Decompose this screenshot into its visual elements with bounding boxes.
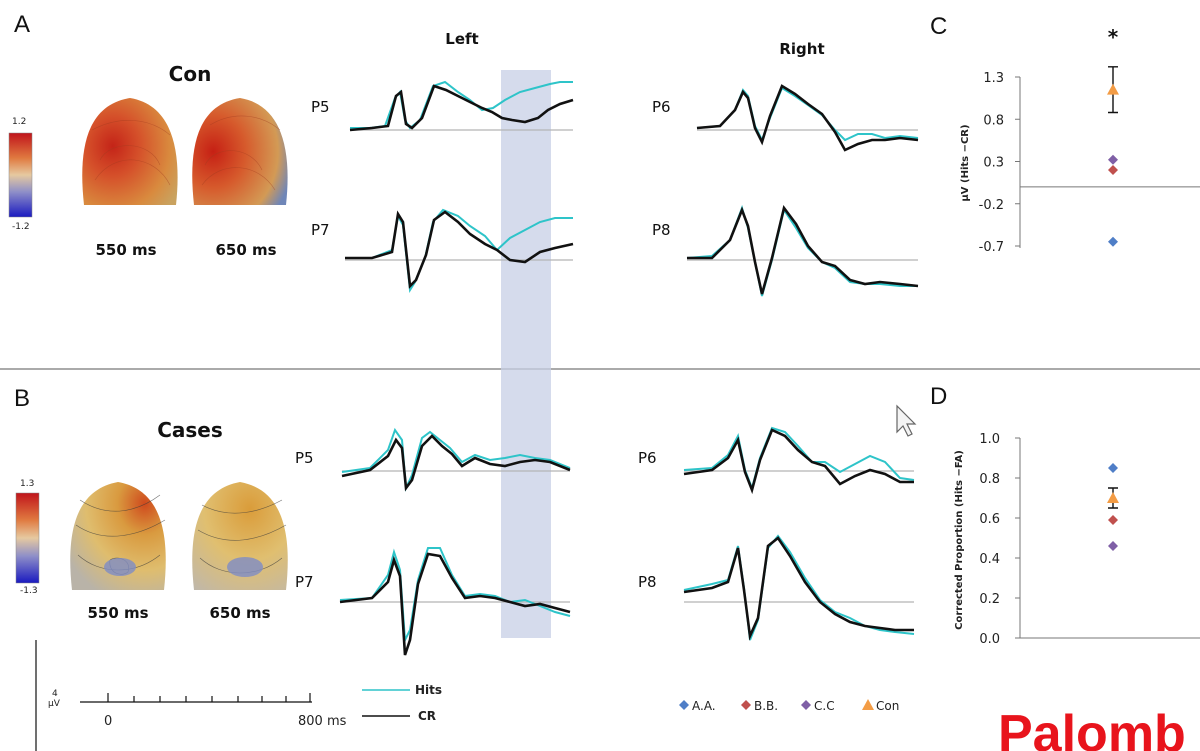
chart-c-ytick-label: 0.3 [983,156,1004,171]
cases-head-550ms-contours [75,494,166,575]
channel-label-cases-p5: P5 [295,449,314,467]
chart-d-ytick-label: 0.2 [979,592,1000,607]
erp-baselines [340,129,918,603]
chart-d-ytick-label: 0.6 [979,512,1000,527]
cases-time-650: 650 ms [209,604,270,622]
legend-cr-label: CR [418,709,436,723]
legend-marker-con [862,699,874,710]
cases-head-550ms-blue [104,558,136,576]
chart-d-ytick-label: 0.8 [979,472,1000,487]
legend-label-con: Con [876,699,899,713]
chart-c-point-bb [1108,164,1118,175]
marker-legend: A.A. B.B. C.C Con [679,699,899,713]
waveform-cr-cases-p5 [341,434,571,492]
cases-scale-min: -1.3 [20,586,38,596]
panel-letter-a: A [14,11,30,38]
chart-d: Corrected Proportion (Hits −FA) 1.0 0.8 0.… [954,432,1200,647]
erp-left-header: Left [445,30,478,48]
chart-d-ytick-label: 0.0 [979,632,1000,647]
chart-c-point-cc [1108,154,1118,165]
legend-label-cc: C.C [814,699,835,713]
waveform-cr-cases-p8 [683,536,914,641]
time-scale-bar [35,640,312,751]
chart-d-ytick-label: 0.4 [979,552,1000,567]
chart-d-point-con [1107,492,1119,503]
legend-label-aa: A.A. [692,699,716,713]
waveform-hits-cases-p5 [341,427,571,492]
channel-label-cases-p6: P6 [638,449,657,467]
con-time-650: 650 ms [215,241,276,259]
con-scale-max: 1.2 [12,117,26,127]
chart-c-ytick-label: 1.3 [983,71,1004,86]
legend-marker-aa [679,700,689,710]
chart-c-point-con [1107,83,1119,95]
con-head-550ms-contours [91,120,171,186]
watermark-text: Palomb [998,705,1186,751]
waveform-cr-con-p7 [345,210,574,289]
waveform-hits-cases-p7 [339,547,571,644]
waveform-cr-cases-p6 [683,428,914,495]
cases-scale-max: 1.3 [20,479,34,489]
scale-time-start: 0 [104,714,112,729]
waveform-hits-cases-p8 [683,534,915,641]
channel-label-con-p5: P5 [311,98,330,116]
chart-d-point-aa [1108,463,1118,473]
legend-marker-bb [741,700,751,710]
chart-d-ytick-label: 1.0 [979,432,1000,447]
mouse-pointer-icon [896,404,917,437]
chart-c-point-aa [1108,236,1118,247]
con-head-650ms-contours [201,115,281,191]
chart-c-ylabel: µV (Hits −CR) [960,124,971,201]
legend-marker-cc [801,700,811,710]
cases-head-650ms [192,482,288,590]
con-color-scale [8,132,33,218]
scale-voltage-unit: µV [48,699,61,709]
chart-d-point-bb [1108,515,1118,525]
con-head-550ms [82,98,178,205]
waveform-cr-con-p8 [687,205,919,295]
scale-time-end: 800 ms [298,714,347,729]
chart-d-point-cc [1108,541,1118,551]
chart-c-ytick-label: 0.8 [983,113,1004,128]
time-window-highlight [501,70,551,638]
panel-letter-d: D [930,383,947,410]
channel-label-con-p7: P7 [311,221,330,239]
con-title: Con [169,62,212,86]
chart-d-ylabel: Corrected Proportion (Hits −FA) [954,450,965,630]
channel-label-con-p8: P8 [652,221,671,239]
panel-letter-b: B [14,385,30,412]
chart-c-ytick-label: -0.2 [979,198,1004,213]
cases-head-650ms-blue [227,557,263,577]
erp-right-header: Right [779,40,824,58]
channel-label-cases-p7: P7 [295,573,314,591]
cases-time-550: 550 ms [87,604,148,622]
channel-label-cases-p8: P8 [638,573,657,591]
con-time-550: 550 ms [95,241,156,259]
cases-title: Cases [157,418,223,442]
chart-c-significance: * [1108,25,1119,49]
waveform-cr-con-p6 [696,84,919,152]
panel-letter-c: C [930,13,947,40]
waveform-cr-cases-p7 [339,552,571,656]
legend-hits-label: Hits [415,683,442,697]
erp-cr-waveforms [339,84,919,656]
chart-c-ytick-label: -0.7 [979,240,1004,255]
cases-color-scale [15,492,40,584]
con-scale-min: -1.2 [12,222,30,232]
chart-c: µV (Hits −CR) * 1.3 0.8 0.3 -0.2 -0.7 [960,25,1200,255]
scale-voltage-value: 4 [52,689,58,699]
waveform-cr-con-p5 [349,84,574,132]
channel-label-con-p6: P6 [652,98,671,116]
waveform-hits-cases-p6 [683,426,915,492]
legend-label-bb: B.B. [754,699,778,713]
